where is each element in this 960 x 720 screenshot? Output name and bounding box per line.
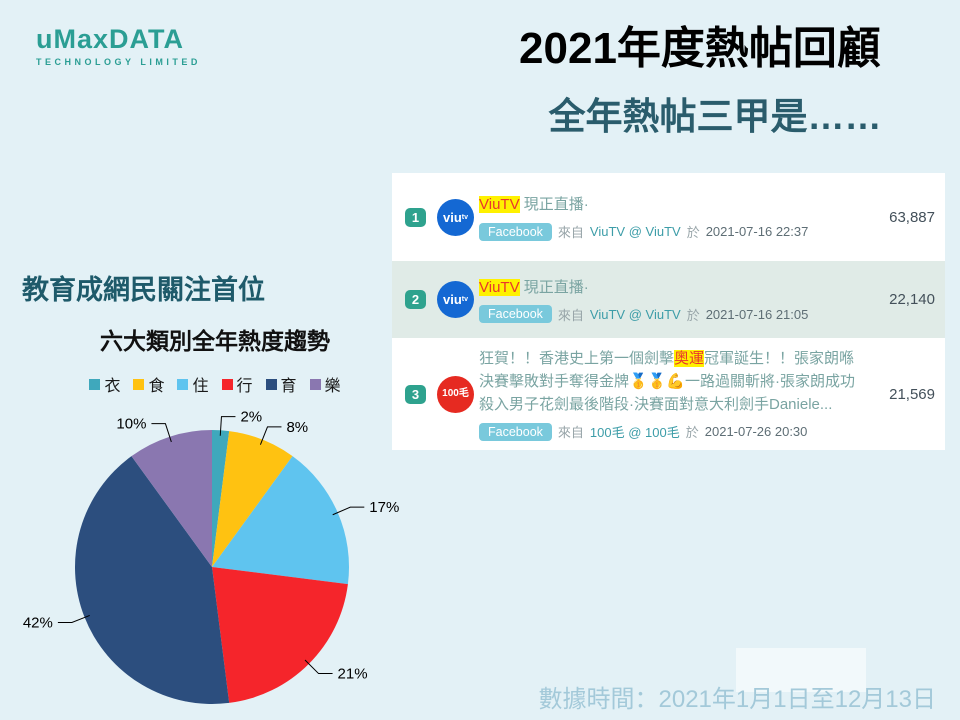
data-period-note: 數據時間：2021年1月1日至12月13日 xyxy=(538,686,936,713)
page-subtitle: 全年熱帖三甲是…… xyxy=(548,96,882,137)
legend-item-育: 育 xyxy=(265,372,297,396)
post-title[interactable]: ViuTV 現正直播· xyxy=(479,193,869,216)
keyword-highlight: ViuTV xyxy=(479,278,520,296)
avatar-label-sup: tv xyxy=(461,296,469,303)
avatar-label: 100毛 xyxy=(442,388,469,399)
legend-label: 食 xyxy=(148,378,165,395)
post-title[interactable]: ViuTV 現正直播· xyxy=(479,276,869,299)
from-label: 來自 xyxy=(557,307,584,323)
page-title: 2021年度熱帖回顧 xyxy=(519,24,881,73)
avatar: viu tv xyxy=(437,198,474,236)
post-count: 21,569 xyxy=(889,385,935,403)
logo-subtitle: TECHNOLOGY LIMITED xyxy=(36,57,201,67)
pie-label-住: 17% xyxy=(369,499,399,516)
legend-label: 行 xyxy=(236,378,253,395)
avatar-label: viu xyxy=(442,292,462,307)
post-datetime: 2021-07-16 22:37 xyxy=(705,224,809,239)
post-source[interactable]: ViuTV @ ViuTV xyxy=(589,224,681,239)
logo-name: uMaxDATA xyxy=(36,24,184,54)
on-label: 於 xyxy=(685,425,699,440)
pie-label-leader-line xyxy=(151,423,172,443)
avatar-label: viu xyxy=(442,209,462,225)
post-content: ViuTV 現正直播· Facebook 來自 ViuTV @ ViuTV 於 2021-… xyxy=(479,276,869,324)
pie-chart: 2% 8% 17% 21% 42% 10% xyxy=(23,409,399,704)
avatar: 100毛 xyxy=(437,375,474,413)
post-title-text: 現正直播· xyxy=(519,278,589,296)
rank-badge: 2 xyxy=(405,290,426,309)
pie-label-衣: 2% xyxy=(240,409,262,426)
pie-label-leader-line xyxy=(57,614,90,623)
footer-highlight-box xyxy=(736,648,866,692)
pie-label-leader-line xyxy=(304,659,333,675)
legend-label: 衣 xyxy=(104,378,121,395)
legend-item-行: 行 xyxy=(221,372,253,396)
avatar-label-sup: tv xyxy=(461,213,469,221)
post-title-text: 現正直播· xyxy=(519,196,589,213)
from-label: 來自 xyxy=(557,225,584,240)
pie-slice-樂 xyxy=(131,430,212,567)
legend-item-衣: 衣 xyxy=(89,372,120,396)
pie-label-食: 8% xyxy=(286,419,308,436)
post-datetime: 2021-07-16 21:05 xyxy=(705,306,809,322)
legend-label: 育 xyxy=(280,378,297,395)
post-row[interactable]: 1 viu tv ViuTV 現正直播· Facebook 來自 ViuTV @ ViuTV… xyxy=(392,173,945,261)
post-source[interactable]: ViuTV @ ViuTV xyxy=(589,306,681,322)
post-title[interactable]: 狂賀！！香港史上第一個劍擊奧運冠軍誕生！！張家朗喺決賽擊敗對手奪得金牌🥇🥇💪一路… xyxy=(479,347,869,416)
legend-swatch xyxy=(265,378,277,390)
facebook-badge: Facebook xyxy=(479,222,552,241)
post-row[interactable]: 3 100毛 狂賀！！香港史上第一個劍擊奧運冠軍誕生！！張家朗喺決賽擊敗對手奪得金牌… xyxy=(392,338,945,450)
post-title-text: 冠軍誕生！！張家朗喺決賽擊敗對手奪得金牌🥇🥇💪一路過關斬將·張家朗成功殺入男子花… xyxy=(479,350,856,413)
legend-swatch xyxy=(309,378,321,390)
avatar: viu tv xyxy=(437,281,474,318)
pie-label-leader-line xyxy=(219,416,236,436)
legend-swatch xyxy=(89,378,101,390)
legend-swatch xyxy=(133,378,145,390)
facebook-badge: Facebook xyxy=(479,305,552,323)
legend-label: 樂 xyxy=(324,378,341,395)
legend-swatch xyxy=(221,378,233,390)
pie-label-leader-line xyxy=(259,426,282,445)
post-meta: Facebook 來自 ViuTV @ ViuTV 於 2021-07-16 22:37 xyxy=(479,222,869,241)
top-posts-card: 1 viu tv ViuTV 現正直播· Facebook 來自 ViuTV @ ViuTV… xyxy=(392,173,945,450)
post-source[interactable]: 100毛 @ 100毛 xyxy=(589,425,680,440)
keyword-highlight: 奧運 xyxy=(674,350,705,367)
post-row[interactable]: 2 viu tv ViuTV 現正直播· Facebook 來自 ViuTV @ ViuTV… xyxy=(392,261,945,338)
legend-item-食: 食 xyxy=(133,372,164,396)
legend-item-住: 住 xyxy=(177,372,209,396)
pie-slice-衣 xyxy=(212,430,230,567)
post-datetime: 2021-07-26 20:30 xyxy=(704,424,808,439)
post-content: ViuTV 現正直播· Facebook 來自 ViuTV @ ViuTV 於 2021-… xyxy=(479,193,869,241)
chart-title: 六大類別全年熱度趨勢 xyxy=(100,328,330,354)
pie-label-樂: 10% xyxy=(116,416,146,433)
on-label: 於 xyxy=(686,307,700,323)
post-count: 22,140 xyxy=(889,291,935,308)
post-meta: Facebook 來自 100毛 @ 100毛於 2021-07-26 20:30 xyxy=(479,422,869,441)
post-content: 狂賀！！香港史上第一個劍擊奧運冠軍誕生！！張家朗喺決賽擊敗對手奪得金牌🥇🥇💪一路… xyxy=(479,347,869,441)
rank-badge: 3 xyxy=(405,384,426,404)
pie-label-leader-line xyxy=(332,506,365,516)
keyword-highlight: ViuTV xyxy=(479,196,520,213)
pie-label-育: 42% xyxy=(23,614,53,631)
post-meta: Facebook 來自 ViuTV @ ViuTV 於 2021-07-16 21:05 xyxy=(479,305,869,324)
company-logo: uMaxDATA TECHNOLOGY LIMITED xyxy=(36,24,201,67)
rank-badge: 1 xyxy=(405,207,426,227)
post-title-text: 狂賀！！香港史上第一個劍擊 xyxy=(479,350,675,367)
facebook-badge: Facebook xyxy=(479,422,552,441)
on-label: 於 xyxy=(686,225,700,240)
legend-item-樂: 樂 xyxy=(309,372,341,396)
chart-legend: 衣食住行育樂 xyxy=(0,372,430,396)
legend-label: 住 xyxy=(192,378,209,395)
pie-slice-食 xyxy=(212,431,293,567)
post-count: 63,887 xyxy=(889,208,935,226)
from-label: 來自 xyxy=(557,425,584,440)
pie-slice-育 xyxy=(75,456,230,704)
pie-slice-住 xyxy=(212,456,349,585)
pie-slice-行 xyxy=(212,567,348,703)
section-heading: 教育成網民關注首位 xyxy=(22,275,265,305)
legend-swatch xyxy=(177,378,189,390)
pie-label-行: 21% xyxy=(338,666,368,683)
